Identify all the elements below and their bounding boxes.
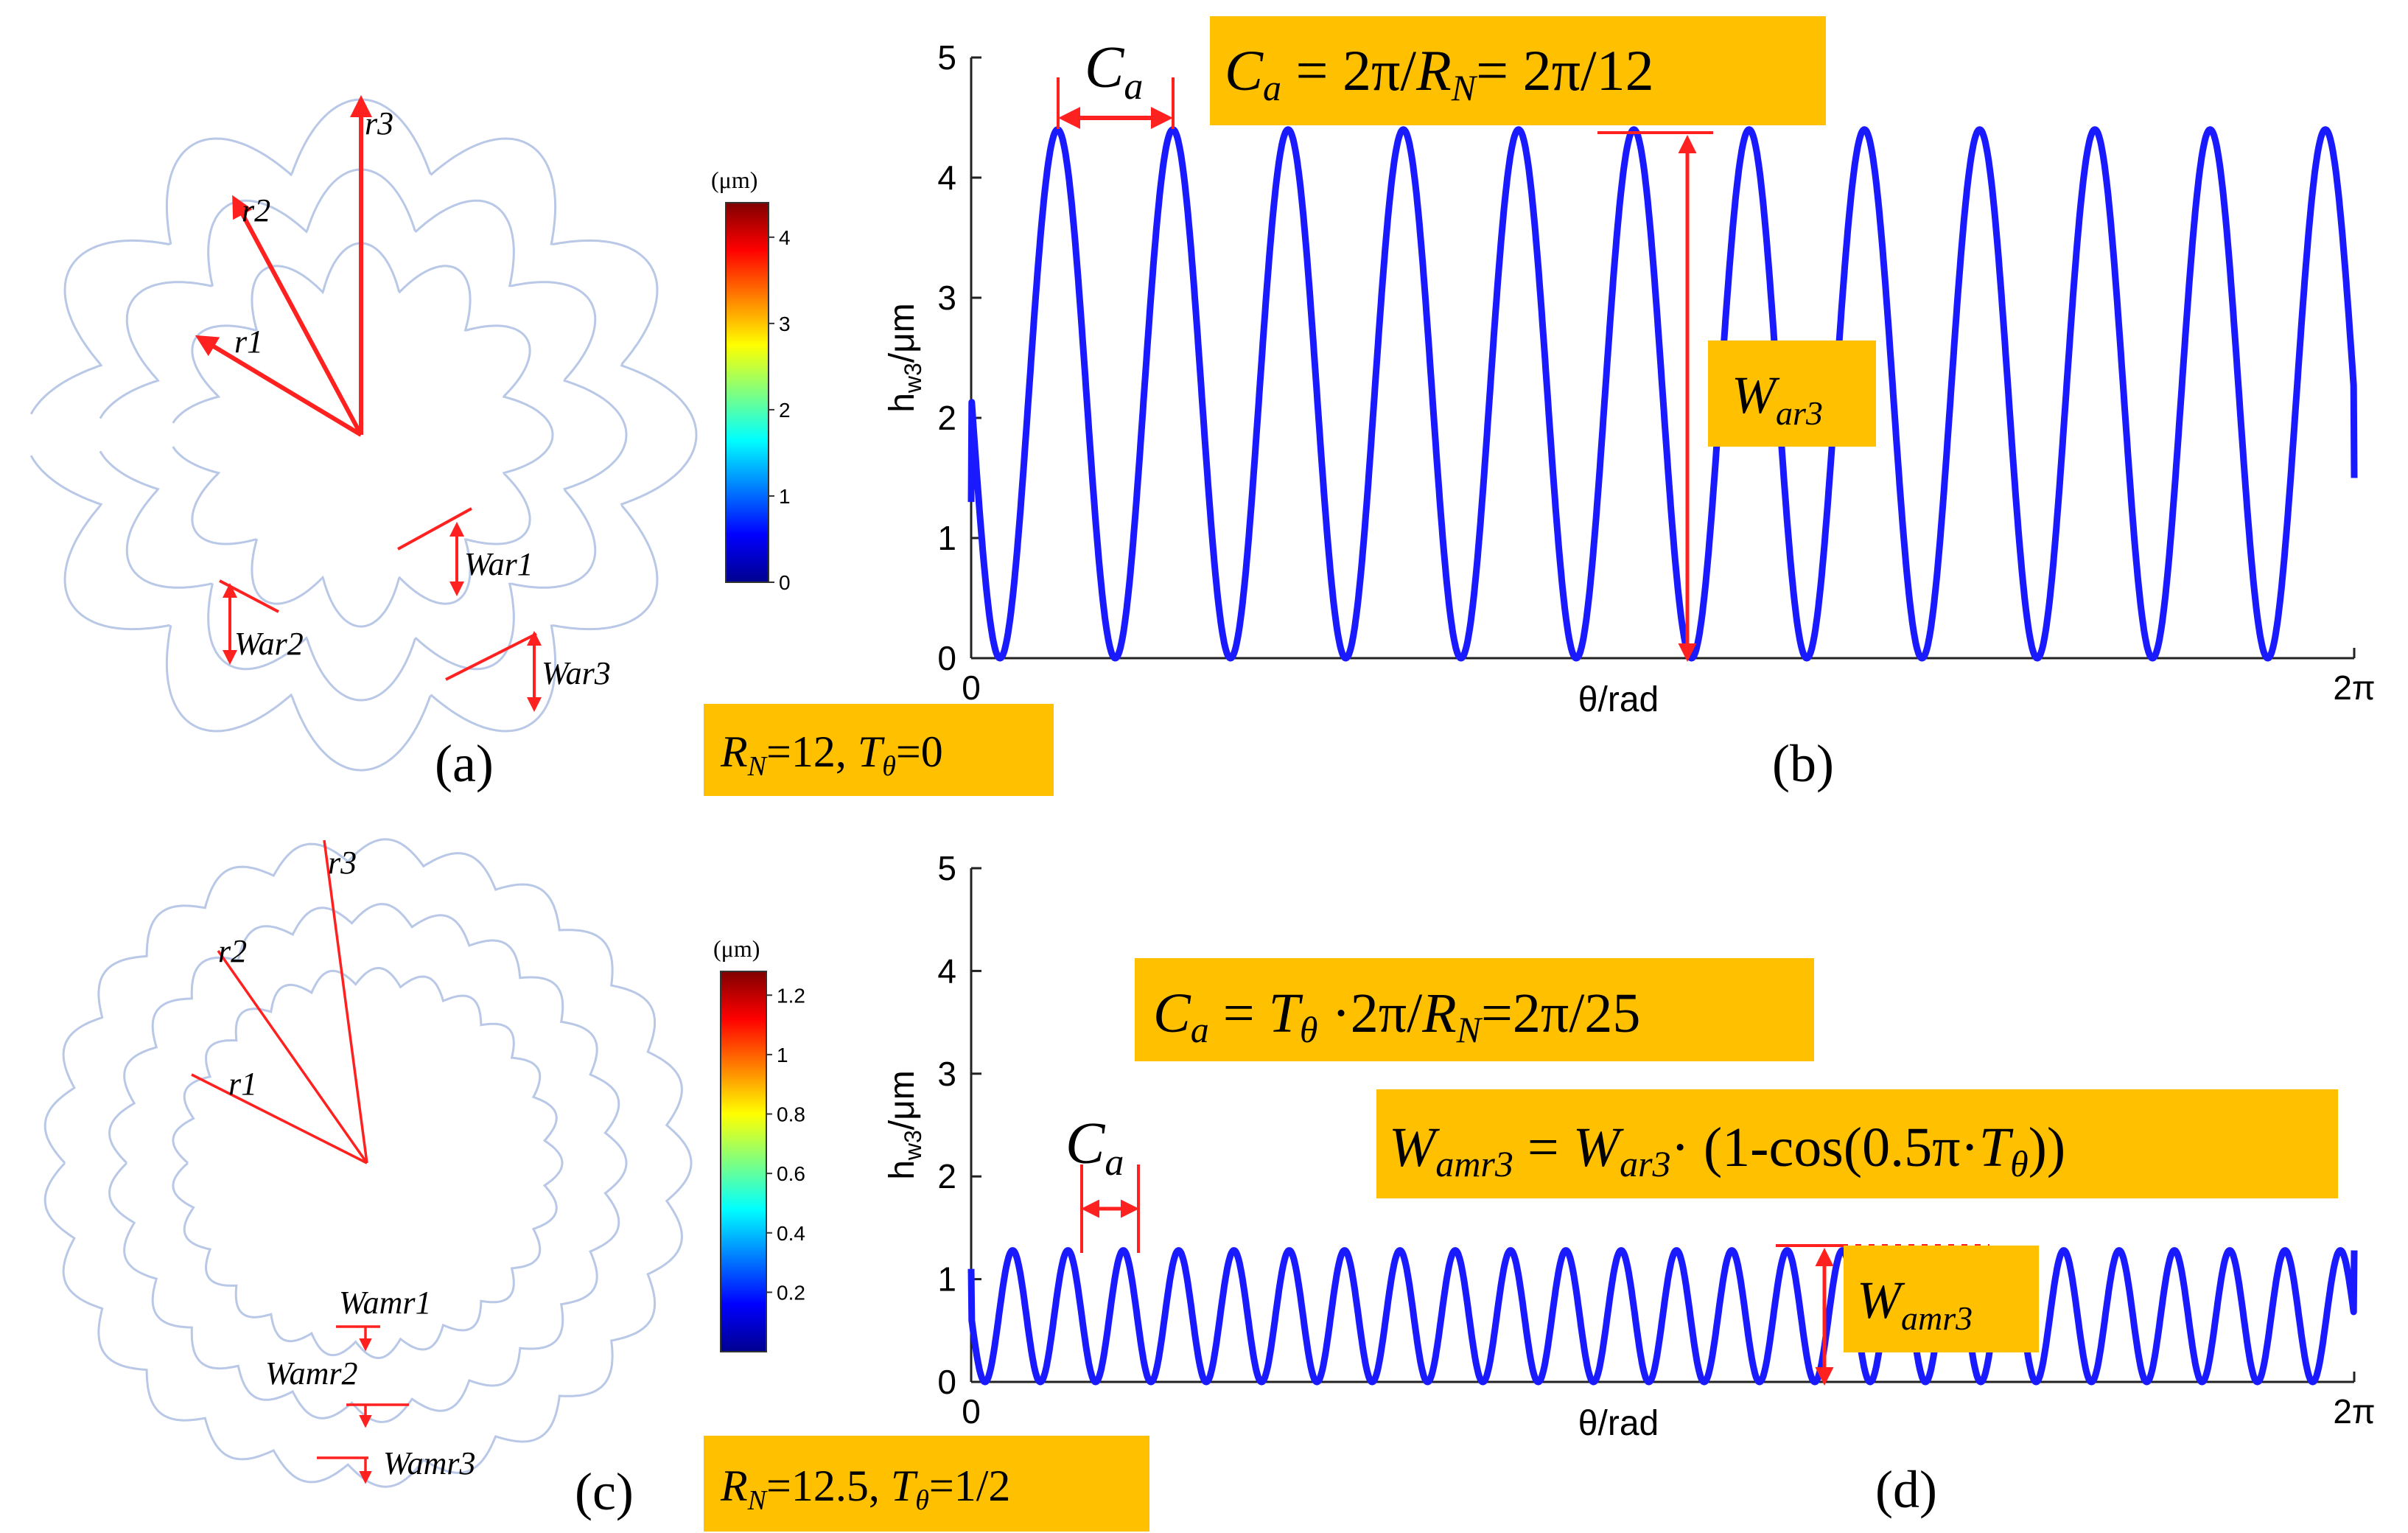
colorbar-c-gradient bbox=[720, 971, 767, 1352]
amp-box-d bbox=[1844, 1246, 2039, 1352]
colorbar-tick-label: 2 bbox=[779, 399, 791, 422]
colorbar-tick-label: 1 bbox=[779, 485, 791, 508]
wamr3-label: Wamr3 bbox=[383, 1445, 476, 1481]
y-tick-label-b: 3 bbox=[937, 279, 956, 317]
params-bottom-text: RN=12.5, Tθ=1/2 bbox=[720, 1462, 1010, 1516]
y-tick-label-b: 5 bbox=[937, 38, 956, 77]
colorbar-c: (μm) 0.2 0.4 0.6 0.8 1 1.2 bbox=[713, 935, 805, 1352]
r3-label: r3 bbox=[365, 105, 393, 142]
y-tick-label-d: 0 bbox=[937, 1363, 956, 1401]
r1-label-c: r1 bbox=[228, 1066, 257, 1102]
colorbar-a-gradient bbox=[725, 202, 769, 583]
params-box-top-bg bbox=[704, 704, 1054, 796]
y-tick-label-d: 4 bbox=[937, 951, 956, 990]
wamr1-label: Wamr1 bbox=[339, 1285, 432, 1321]
y-tick-label-b: 0 bbox=[937, 639, 956, 677]
formula2-box-d bbox=[1376, 1089, 2338, 1198]
params-box-bottom-bg bbox=[704, 1436, 1149, 1532]
colorbar-tick-label: 0 bbox=[779, 571, 791, 594]
series-line-d bbox=[967, 1247, 2358, 1386]
colorbar-tick-label: 4 bbox=[779, 226, 791, 249]
axes-b: 0 1 2 3 4 5 0 2π θ/rad hw3/μm bbox=[883, 38, 2376, 719]
panel-label-c: (c) bbox=[575, 1462, 634, 1521]
period-annotation-d bbox=[1080, 1164, 1140, 1253]
formula1-box-d bbox=[1135, 958, 1814, 1061]
panel-label-d: (d) bbox=[1875, 1460, 1937, 1519]
war3-tangent bbox=[445, 632, 537, 681]
r2-label: r2 bbox=[242, 192, 270, 228]
period-annotation-b bbox=[1057, 77, 1175, 129]
colorbar-tick-label: 1 bbox=[777, 1044, 788, 1066]
ring-surface-c bbox=[43, 838, 693, 1488]
ring-edge bbox=[29, 98, 698, 772]
amp-box-b bbox=[1708, 341, 1876, 447]
ring-edge bbox=[108, 903, 628, 1423]
colorbar-tick-label: 0.4 bbox=[777, 1222, 805, 1245]
x-axis-label-d: θ/rad bbox=[1578, 1404, 1659, 1443]
colorbar-c-unit: (μm) bbox=[713, 935, 760, 962]
colorbar-tick-label: 0.6 bbox=[777, 1162, 805, 1185]
wave-height-marks-a bbox=[219, 507, 542, 712]
x-tick-label-b: 0 bbox=[962, 668, 981, 707]
x-axis-label-b: θ/rad bbox=[1578, 680, 1659, 719]
ring-edge bbox=[172, 967, 564, 1359]
formula-box-b bbox=[1210, 16, 1826, 125]
colorbar-tick-label: 1.2 bbox=[777, 984, 805, 1007]
r1-arrow bbox=[195, 335, 363, 437]
params-top-text: RN=12, Tθ=0 bbox=[720, 727, 943, 782]
panel-label-a: (a) bbox=[435, 734, 494, 793]
y-axis-label-b: hw3/μm bbox=[883, 303, 926, 413]
params-box-bottom: RN=12.5, Tθ=1/2 bbox=[704, 1436, 1149, 1532]
panel-c: r1 r2 r3 Wamr1 Wamr2 Wamr3 (c) (μm) 0.2 0… bbox=[43, 838, 805, 1521]
formula1-d: Ca = Tθ ·2π/RN=2π/25 bbox=[1153, 982, 1640, 1050]
colorbar-tick-label: 0.2 bbox=[777, 1281, 805, 1304]
formula2-d: Wamr3 = War3· (1-cos(0.5π·Tθ)) bbox=[1389, 1117, 2065, 1184]
r2-label-c: r2 bbox=[218, 933, 247, 969]
params-box-top: RN=12, Tθ=0 bbox=[704, 704, 1054, 796]
r2-line-c bbox=[217, 949, 368, 1164]
period-label-d: Ca bbox=[1065, 1111, 1124, 1184]
period-label-b: Ca bbox=[1085, 35, 1143, 108]
formula-b: Ca = 2π/RN= 2π/12 bbox=[1225, 38, 1654, 108]
colorbar-tick-label: 3 bbox=[779, 312, 791, 335]
r3-line-c bbox=[323, 839, 368, 1164]
x-tick-label-b: 2π bbox=[2333, 668, 2375, 707]
wamr2-label: Wamr2 bbox=[265, 1355, 358, 1391]
colorbar-a: (μm) 0 1 2 3 4 bbox=[711, 167, 791, 594]
y-tick-label-d: 3 bbox=[937, 1055, 956, 1093]
y-tick-label-d: 5 bbox=[937, 849, 956, 887]
y-tick-label-b: 4 bbox=[937, 158, 956, 197]
ring-edge bbox=[43, 838, 693, 1488]
radius-lines-c bbox=[191, 839, 368, 1164]
amplitude-annotation-b bbox=[1597, 131, 1713, 662]
war2-label: War2 bbox=[234, 626, 304, 662]
panel-a: r1 r2 r3 War1 War2 War3 (a) (μm) 0 1 2 3 4 bbox=[29, 95, 791, 793]
r3-label-c: r3 bbox=[328, 845, 357, 881]
y-axis-label-d: hw3/μm bbox=[883, 1070, 926, 1180]
x-tick-label-d: 0 bbox=[962, 1392, 981, 1431]
war1-tangent bbox=[397, 507, 472, 551]
colorbar-tick-label: 0.8 bbox=[777, 1103, 805, 1126]
war1-label: War1 bbox=[464, 546, 533, 582]
r1-line-c bbox=[191, 1073, 368, 1164]
colorbar-a-unit: (μm) bbox=[711, 167, 757, 193]
war3-label: War3 bbox=[542, 655, 611, 691]
y-tick-label-b: 1 bbox=[937, 519, 956, 557]
y-tick-label-d: 2 bbox=[937, 1157, 956, 1195]
r1-label: r1 bbox=[234, 324, 263, 360]
radius-arrows-a bbox=[195, 95, 372, 437]
r2-arrow bbox=[232, 195, 363, 436]
panel-label-b: (b) bbox=[1772, 734, 1834, 793]
x-tick-label-d: 2π bbox=[2333, 1392, 2375, 1431]
y-tick-label-b: 2 bbox=[937, 399, 956, 437]
series-line-b bbox=[967, 126, 2358, 662]
wave-height-marks-c bbox=[317, 1325, 409, 1484]
y-tick-label-d: 1 bbox=[937, 1260, 956, 1299]
